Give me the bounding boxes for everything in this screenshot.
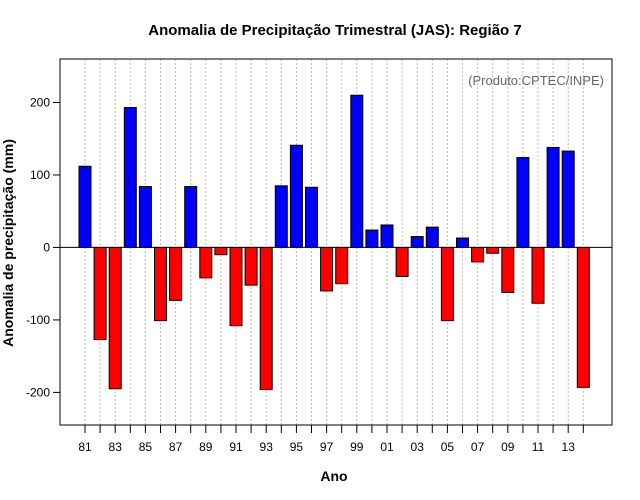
bar-10 <box>516 157 530 248</box>
bar-96 <box>305 186 318 248</box>
bar-81 <box>78 165 92 248</box>
bar-88 <box>184 186 198 248</box>
bar-95 <box>289 144 303 248</box>
grid-lines <box>84 59 584 425</box>
bar-07 <box>471 246 485 263</box>
y-tick-label: -200 <box>26 385 50 399</box>
bar-89 <box>199 246 213 279</box>
bar-83 <box>108 246 122 390</box>
x-tick-label: 99 <box>350 440 364 454</box>
x-tick-label: 85 <box>139 440 153 454</box>
x-tick-label: 13 <box>562 440 576 454</box>
y-tick-label: 200 <box>30 95 50 109</box>
x-tick-label: 83 <box>109 440 123 454</box>
bar-86 <box>154 246 167 322</box>
bar-05 <box>440 246 454 322</box>
x-tick-label: 07 <box>471 440 485 454</box>
bar-08 <box>486 246 500 254</box>
x-tick-label: 05 <box>441 440 455 454</box>
bar-97 <box>320 246 334 292</box>
bars <box>78 94 590 390</box>
y-axis-label: Anomalia de precipitação (mm) <box>0 139 16 347</box>
bar-04 <box>425 226 439 248</box>
bar-92 <box>244 246 258 286</box>
bar-98 <box>335 246 349 285</box>
bar-85 <box>138 186 152 248</box>
bar-03 <box>410 236 424 248</box>
plot-frame <box>59 58 613 426</box>
bar-11 <box>531 246 545 304</box>
bar-93 <box>259 246 273 390</box>
x-tick-label: 09 <box>501 440 515 454</box>
bar-01 <box>380 224 394 248</box>
y-tick-label: 0 <box>43 240 50 254</box>
y-tick-label: -100 <box>26 313 50 327</box>
bar-14 <box>576 246 590 388</box>
x-tick-label: 93 <box>260 440 274 454</box>
bar-90 <box>214 246 228 256</box>
x-tick-label: 87 <box>169 440 183 454</box>
x-axis: 81 83 85 87 89 91 93 95 97 99 01 03 05 07 09 11 13 <box>78 425 584 454</box>
bar-91 <box>229 246 243 327</box>
bar-87 <box>169 246 183 301</box>
bar-02 <box>395 246 409 277</box>
x-tick-label: 95 <box>290 440 304 454</box>
bar-94 <box>274 185 288 248</box>
x-axis-label: Ano <box>320 468 347 484</box>
bar-82 <box>93 246 107 340</box>
bar-13 <box>561 150 575 248</box>
x-tick-label: 89 <box>199 440 213 454</box>
bar-00 <box>365 229 379 248</box>
y-tick-label: 100 <box>30 168 50 182</box>
bar-12 <box>546 146 560 248</box>
x-tick-label: 97 <box>320 440 334 454</box>
bar-84 <box>123 107 137 248</box>
y-axis: -200 -100 0 100 200 <box>26 95 60 399</box>
bar-09 <box>501 246 515 293</box>
credit-label: (Produto:CPTEC/INPE) <box>468 73 604 88</box>
bar-99 <box>350 94 364 248</box>
x-tick-label: 11 <box>532 440 545 454</box>
x-tick-label: 81 <box>78 440 92 454</box>
x-tick-label: 91 <box>229 440 243 454</box>
chart-title: Anomalia de Precipitação Trimestral (JAS… <box>148 22 521 39</box>
bar-06 <box>456 237 469 248</box>
x-tick-label: 01 <box>380 440 394 454</box>
x-tick-label: 03 <box>411 440 425 454</box>
